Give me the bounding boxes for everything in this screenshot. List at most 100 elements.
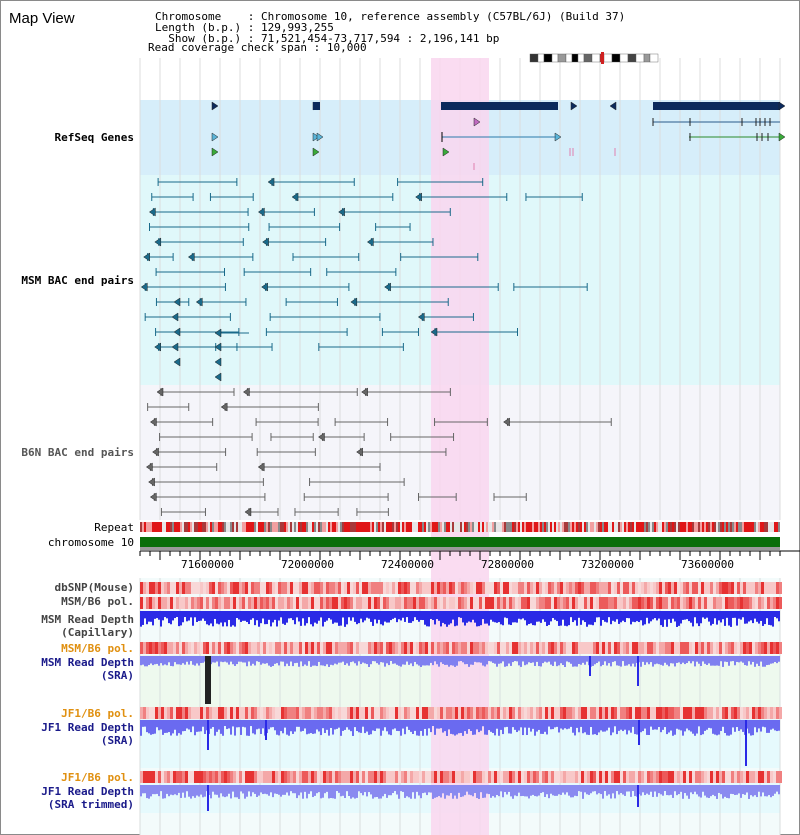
jf1-sra-depth-bar (292, 720, 294, 734)
jf1-sra-depth-bar (238, 720, 240, 728)
msm-pol-cell (347, 597, 350, 609)
dbsnp-cell (485, 582, 488, 594)
jf1-sra-depth-bar (562, 720, 564, 730)
jf1-sra-depth-bar (542, 720, 544, 734)
msm-sra-depth-bar (778, 656, 780, 662)
jf1-trim-depth-bar (430, 785, 432, 793)
track-label-jf1-depth-sra-1[interactable]: JF1 Read Depth (41, 721, 134, 734)
jf1-trim-depth-bar (232, 785, 234, 792)
dbsnp-cell (377, 582, 380, 594)
track-label-msm-depth-sra-1[interactable]: MSM Read Depth (41, 656, 134, 669)
msm-cap-depth-bar (374, 611, 376, 620)
jf1-pol-cell (530, 771, 533, 783)
track-label-jf1-pol-1[interactable]: JF1/B6 pol. (61, 707, 134, 720)
track-label-msm-depth-cap-1[interactable]: MSM Read Depth (41, 613, 134, 626)
track-label-refseq[interactable]: RefSeq Genes (54, 131, 134, 144)
jf1-pol-cell (578, 707, 581, 719)
msm-cap-depth-bar (576, 611, 578, 626)
msm-pol-cell (452, 597, 455, 609)
jf1-pol-cell (779, 707, 782, 719)
msm-pol-cell (422, 642, 425, 654)
msm-pol-cell (671, 597, 674, 609)
msm-sra-depth-bar (244, 656, 246, 663)
jf1-pol-cell (374, 707, 377, 719)
track-label-b6n-bac[interactable]: B6N BAC end pairs (21, 446, 134, 459)
jf1-trim-depth-bar (224, 785, 226, 798)
jf1-trim-depth-bar (630, 785, 632, 797)
track-label-jf1-depth-trim-1[interactable]: JF1 Read Depth (41, 785, 134, 798)
jf1-trim-depth-bar (678, 785, 680, 795)
jf1-trim-depth-bar (140, 785, 142, 797)
jf1-pol-cell (620, 707, 623, 719)
jf1-pol-cell (629, 707, 632, 719)
jf1-trim-depth-bar (666, 785, 668, 796)
jf1-pol-cell (311, 707, 314, 719)
jf1-trim-depth-bar (304, 785, 306, 792)
jf1-pol-cell (341, 771, 344, 783)
msm-sra-depth-bar (570, 656, 572, 664)
track-label-msm-bac[interactable]: MSM BAC end pairs (21, 274, 134, 287)
dbsnp-cell (482, 582, 485, 594)
jf1-trim-depth-bar (778, 785, 780, 795)
jf1-pol-cell (737, 771, 740, 783)
jf1-trim-depth-bar (560, 785, 562, 795)
msm-sra-depth-bar (266, 656, 268, 664)
jf1-sra-depth-bar (750, 720, 752, 736)
jf1-sra-depth-bar (702, 720, 704, 735)
msm-cap-depth-bar (174, 611, 176, 619)
dbsnp-cell (392, 582, 395, 594)
msm-sra-depth-bar (500, 656, 502, 664)
jf1-pol-cell (302, 707, 305, 719)
jf1-sra-depth-bar (722, 720, 724, 727)
repeat-segment (536, 522, 538, 532)
jf1-trim-depth-bar (248, 785, 250, 792)
jf1-sra-depth-bar (774, 720, 776, 731)
msm-pol-cell (515, 642, 518, 654)
jf1-pol-cell (257, 707, 260, 719)
repeat-segment (534, 522, 536, 532)
repeat-segment (376, 522, 378, 532)
jf1-sra-depth-bar (338, 720, 340, 728)
msm-cap-depth-bar (452, 611, 454, 620)
msm-sra-depth-bar (770, 656, 772, 664)
repeat-segment (162, 522, 164, 532)
msm-pol-cell (434, 642, 437, 654)
msm-sra-depth-bar (740, 656, 742, 662)
dbsnp-cell (560, 582, 563, 594)
jf1-pol-cell (614, 707, 617, 719)
jf1-sra-depth-bar (284, 720, 286, 728)
jf1-pol-cell (593, 771, 596, 783)
track-label-jf1-pol-2[interactable]: JF1/B6 pol. (61, 771, 134, 784)
repeat-segment (140, 522, 142, 532)
jf1-pol-cell (659, 771, 662, 783)
jf1-pol-cell (572, 707, 575, 719)
track-label-msm-pol-2[interactable]: MSM/B6 pol. (61, 642, 134, 655)
jf1-sra-depth-bar (576, 720, 578, 728)
jf1-trim-depth-bar (298, 785, 300, 796)
msm-pol-cell (677, 642, 680, 654)
msm-sra-depth-bar (418, 656, 420, 666)
dbsnp-cell (659, 582, 662, 594)
msm-cap-depth-bar (596, 611, 598, 618)
repeat-segment (406, 522, 408, 532)
msm-pol-cell (422, 597, 425, 609)
jf1-pol-cell (314, 707, 317, 719)
dbsnp-cell (542, 582, 545, 594)
jf1-sra-depth-bar (554, 720, 556, 728)
jf1-pol-cell (725, 771, 728, 783)
repeat-segment (752, 522, 754, 532)
jf1-sra-depth-bar (636, 720, 638, 735)
msm-sra-depth-bar (382, 656, 384, 663)
msm-pol-cell (215, 642, 218, 654)
track-label-dbsnp[interactable]: dbSNP(Mouse) (54, 581, 134, 594)
msm-sra-depth-bar (668, 656, 670, 667)
jf1-sra-depth-bar (144, 720, 146, 727)
jf1-pol-cell (692, 771, 695, 783)
msm-pol-cell (440, 597, 443, 609)
jf1-trim-depth-bar (432, 785, 434, 799)
track-label-msm-pol-1[interactable]: MSM/B6 pol. (61, 595, 134, 608)
msm-sra-depth-bar (446, 656, 448, 665)
msm-pol-cell (437, 597, 440, 609)
msm-pol-cell (755, 642, 758, 654)
